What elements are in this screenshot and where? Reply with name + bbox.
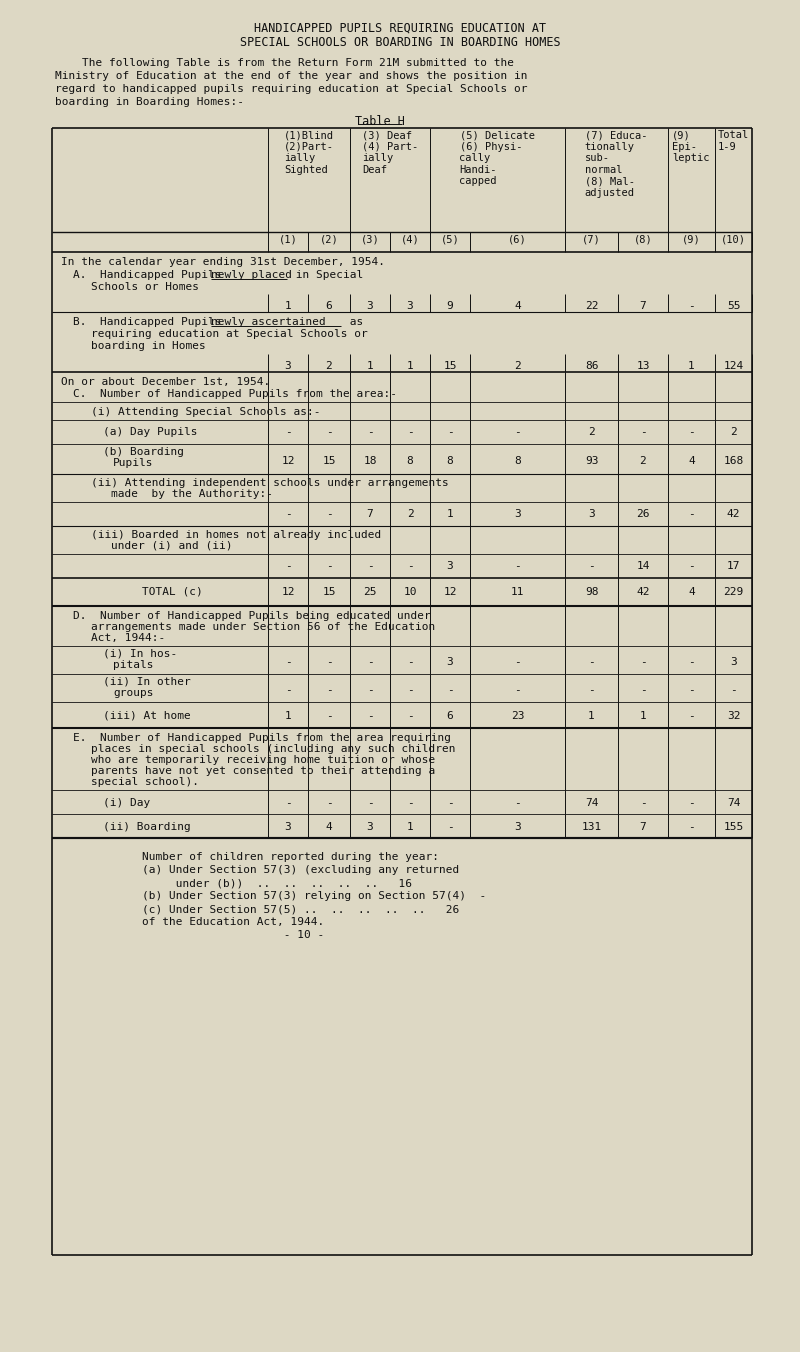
Text: Act, 1944:-: Act, 1944:- <box>91 633 166 644</box>
Text: (iii) At home: (iii) At home <box>103 711 190 721</box>
Text: 4: 4 <box>688 456 695 466</box>
Text: who are temporarily receiving home tuition or whose: who are temporarily receiving home tuiti… <box>91 754 435 765</box>
Text: 7: 7 <box>640 301 646 311</box>
Text: boarding in Homes: boarding in Homes <box>91 341 206 352</box>
Text: TOTAL (c): TOTAL (c) <box>142 587 203 598</box>
Text: Ministry of Education at the end of the year and shows the position in: Ministry of Education at the end of the … <box>55 72 527 81</box>
Text: (4): (4) <box>401 235 419 245</box>
Text: regard to handicapped pupils requiring education at Special Schools or: regard to handicapped pupils requiring e… <box>55 84 527 95</box>
Text: 2: 2 <box>730 427 737 437</box>
Text: -: - <box>688 822 695 831</box>
Text: arrangements made under Section 56 of the Education: arrangements made under Section 56 of th… <box>91 622 435 631</box>
Text: 55: 55 <box>726 301 740 311</box>
Text: (b) Under Section 57(3) relying on Section 57(4)  -: (b) Under Section 57(3) relying on Secti… <box>115 891 486 900</box>
Text: -: - <box>688 685 695 695</box>
Text: -: - <box>688 798 695 808</box>
Text: -: - <box>285 798 291 808</box>
Text: 3: 3 <box>366 822 374 831</box>
Text: 229: 229 <box>723 587 744 598</box>
Text: (2): (2) <box>320 235 338 245</box>
Text: 7: 7 <box>640 822 646 831</box>
Text: -: - <box>640 427 646 437</box>
Text: -: - <box>285 561 291 571</box>
Text: -: - <box>446 798 454 808</box>
Text: -: - <box>514 798 521 808</box>
Text: (i) In hos-: (i) In hos- <box>103 649 178 658</box>
Text: 6: 6 <box>326 301 332 311</box>
Text: (i) Day: (i) Day <box>103 798 150 808</box>
Text: (a) Day Pupils: (a) Day Pupils <box>103 427 198 437</box>
Text: 3: 3 <box>514 508 521 519</box>
Text: 18: 18 <box>363 456 377 466</box>
Text: (8): (8) <box>634 235 652 245</box>
Text: 3: 3 <box>366 301 374 311</box>
Text: (9): (9) <box>682 235 701 245</box>
Text: -: - <box>326 798 332 808</box>
Text: -: - <box>688 711 695 721</box>
Text: special school).: special school). <box>91 777 199 787</box>
Text: pitals: pitals <box>113 660 154 671</box>
Text: (1): (1) <box>278 235 298 245</box>
Text: -: - <box>326 711 332 721</box>
Text: -: - <box>326 508 332 519</box>
Text: (ii) Attending independent schools under arrangements: (ii) Attending independent schools under… <box>91 479 449 488</box>
Text: in Special: in Special <box>289 270 363 280</box>
Text: as: as <box>343 316 363 327</box>
Text: -: - <box>366 711 374 721</box>
Text: (10): (10) <box>721 235 746 245</box>
Text: 13: 13 <box>636 361 650 370</box>
Text: -: - <box>640 657 646 667</box>
Text: -: - <box>285 657 291 667</box>
Text: 1: 1 <box>446 508 454 519</box>
Text: 15: 15 <box>322 456 336 466</box>
Text: (ii) In other: (ii) In other <box>103 677 190 687</box>
Text: 10: 10 <box>403 587 417 598</box>
Text: -: - <box>688 301 695 311</box>
Text: (ii) Boarding: (ii) Boarding <box>103 822 190 831</box>
Text: (1)Blind
(2)Part-
ially
Sighted: (1)Blind (2)Part- ially Sighted <box>284 130 334 174</box>
Text: (3): (3) <box>361 235 379 245</box>
Text: (3) Deaf
(4) Part-
ially
Deaf: (3) Deaf (4) Part- ially Deaf <box>362 130 418 174</box>
Text: 2: 2 <box>326 361 332 370</box>
Text: 11: 11 <box>510 587 524 598</box>
Text: -: - <box>446 427 454 437</box>
Text: (c) Under Section 57(5) ..  ..  ..  ..  ..   26: (c) Under Section 57(5) .. .. .. .. .. 2… <box>115 904 459 914</box>
Text: (a) Under Section 57(3) (excluding any returned: (a) Under Section 57(3) (excluding any r… <box>115 865 459 875</box>
Text: 168: 168 <box>723 456 744 466</box>
Text: 15: 15 <box>443 361 457 370</box>
Text: 14: 14 <box>636 561 650 571</box>
Text: groups: groups <box>113 688 154 698</box>
Text: -: - <box>285 508 291 519</box>
Text: 32: 32 <box>726 711 740 721</box>
Text: 3: 3 <box>406 301 414 311</box>
Text: -: - <box>326 657 332 667</box>
Text: 1: 1 <box>688 361 695 370</box>
Text: -: - <box>588 657 595 667</box>
Text: places in special schools (including any such children: places in special schools (including any… <box>91 744 455 754</box>
Text: -: - <box>406 427 414 437</box>
Text: made  by the Authority:-: made by the Authority:- <box>111 489 273 499</box>
Text: 12: 12 <box>443 587 457 598</box>
Text: -: - <box>366 657 374 667</box>
Text: 6: 6 <box>446 711 454 721</box>
Text: 4: 4 <box>514 301 521 311</box>
Text: 8: 8 <box>446 456 454 466</box>
Text: 7: 7 <box>366 508 374 519</box>
Text: 17: 17 <box>726 561 740 571</box>
Text: 9: 9 <box>446 301 454 311</box>
Text: 3: 3 <box>730 657 737 667</box>
Text: 15: 15 <box>322 587 336 598</box>
Text: 3: 3 <box>285 822 291 831</box>
Text: 2: 2 <box>514 361 521 370</box>
Text: 3: 3 <box>514 822 521 831</box>
Text: (9)
Epi-
leptic: (9) Epi- leptic <box>672 130 710 164</box>
Text: 8: 8 <box>514 456 521 466</box>
Text: Schools or Homes: Schools or Homes <box>91 283 199 292</box>
Text: (6): (6) <box>508 235 527 245</box>
Text: 93: 93 <box>585 456 598 466</box>
Text: -: - <box>326 685 332 695</box>
Text: 98: 98 <box>585 587 598 598</box>
Text: 3: 3 <box>446 561 454 571</box>
Text: 3: 3 <box>588 508 595 519</box>
Text: -: - <box>366 685 374 695</box>
